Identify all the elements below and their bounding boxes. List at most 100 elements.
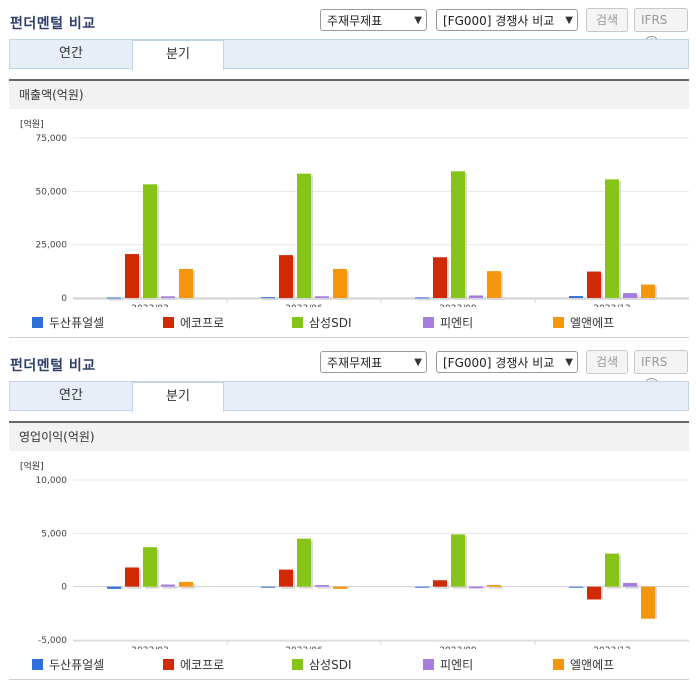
bar: [261, 586, 275, 588]
y-tick-label: 0: [61, 294, 67, 304]
x-tick-label: 2023/06: [285, 304, 323, 307]
legend-label: 피엔티: [440, 658, 474, 672]
bar: [451, 171, 465, 298]
legend-label: 두산퓨얼셀: [49, 658, 105, 672]
bar: [333, 268, 347, 298]
section-title: 영업이익(억원): [9, 421, 689, 451]
bar: [279, 569, 293, 587]
statement-select[interactable]: 주재무제표 ▼: [320, 351, 427, 373]
ifrs-button[interactable]: IFRS ?: [634, 8, 688, 51]
bar: [587, 586, 601, 600]
bar: [143, 184, 157, 298]
legend-item[interactable]: 삼성SDI: [292, 314, 351, 331]
statement-select-value: 주재무제표: [327, 14, 383, 28]
legend-swatch: [553, 659, 564, 670]
bar: [605, 553, 619, 587]
bar-shadow: [417, 299, 431, 301]
bar-shadow: [471, 297, 485, 300]
bar-shadow: [317, 587, 331, 589]
bar: [125, 254, 139, 298]
legend-item[interactable]: 삼성SDI: [292, 656, 351, 673]
operating-profit-chart: [억원] -5,000 0 5,000 10,000 2023/03 2023/06 2023…: [20, 460, 689, 649]
legend-label: 엘앤에프: [570, 316, 615, 330]
y-tick-label: 75,000: [36, 134, 68, 144]
panel-title: 펀더멘털 비교: [10, 16, 96, 32]
legend-item[interactable]: 엘앤에프: [553, 656, 614, 673]
ifrs-label: IFRS: [641, 13, 668, 27]
bar: [179, 268, 193, 298]
legend-item[interactable]: 피엔티: [423, 314, 473, 331]
search-button[interactable]: 검색: [586, 350, 628, 374]
legend-swatch: [423, 659, 434, 670]
bar-shadow: [625, 584, 639, 589]
legend-item[interactable]: 피엔티: [423, 656, 473, 673]
x-tick-label: 2023/03: [131, 304, 168, 307]
x-tick-label: 2023/03: [131, 646, 168, 649]
legend-swatch: [32, 659, 43, 670]
bar: [107, 297, 121, 299]
search-button[interactable]: 검색: [586, 8, 628, 32]
chevron-down-icon: ▼: [414, 357, 422, 368]
bar: [641, 284, 655, 298]
panel-title: 펀더멘털 비교: [10, 358, 96, 374]
bar: [415, 586, 429, 588]
bar: [415, 297, 429, 299]
bar: [315, 296, 329, 298]
legend-swatch: [163, 317, 174, 328]
bar-shadow: [163, 586, 177, 589]
legend-swatch: [423, 317, 434, 328]
chevron-down-icon: ▼: [414, 15, 422, 26]
compare-select[interactable]: [FG000] 경쟁사 비교 ▼: [436, 9, 578, 31]
y-tick-label: 0: [61, 583, 67, 593]
bar-shadow: [109, 299, 123, 301]
y-tick-label: -5,000: [38, 636, 67, 646]
period-tabs: 연간 분기: [9, 381, 689, 412]
bar: [161, 584, 175, 587]
y-tick-label: 5,000: [41, 529, 67, 539]
bar: [107, 586, 121, 589]
bar: [623, 582, 637, 587]
chart-legend: 두산퓨얼셀 에코프로 삼성SDI 피엔티 엘앤에프: [0, 656, 696, 672]
bar-shadow: [163, 298, 177, 300]
x-tick-label: 2023/09: [439, 304, 477, 307]
legend-swatch: [32, 317, 43, 328]
legend-item[interactable]: 에코프로: [163, 656, 224, 673]
tab-quarterly[interactable]: 분기: [132, 39, 224, 70]
bar-shadow: [263, 299, 277, 301]
statement-select[interactable]: 주재무제표 ▼: [320, 9, 427, 31]
bar: [469, 586, 483, 589]
legend-swatch: [292, 317, 303, 328]
legend-swatch: [553, 317, 564, 328]
legend-label: 피엔티: [440, 316, 474, 330]
bar: [297, 173, 311, 298]
statement-select-value: 주재무제표: [327, 356, 383, 370]
bar: [433, 257, 447, 298]
divider: [9, 337, 689, 338]
bar: [641, 586, 655, 619]
tab-annual[interactable]: 연간: [59, 46, 83, 61]
tab-annual[interactable]: 연간: [59, 388, 83, 403]
x-tick-label: 2023/09: [439, 646, 477, 649]
unit-label: [억원]: [20, 118, 44, 130]
revenue-chart: [억원] 0 25,000 50,000 75,000 2023/03 2023/06 202…: [20, 118, 689, 307]
panel-header: 펀더멘털 비교 주재무제표 ▼ [FG000] 경쟁사 비교 ▼ 검색 IFRS…: [0, 342, 696, 393]
bar: [487, 585, 501, 587]
legend-item[interactable]: 두산퓨얼셀: [32, 314, 104, 331]
bar: [333, 586, 347, 589]
ifrs-button[interactable]: IFRS ?: [634, 350, 688, 393]
tab-quarterly[interactable]: 분기: [132, 381, 224, 412]
x-tick-label: 2023/06: [285, 646, 323, 649]
x-tick-label: 2023/12: [593, 304, 630, 307]
bar: [161, 296, 175, 298]
legend-item[interactable]: 에코프로: [163, 314, 224, 331]
legend-item[interactable]: 엘앤에프: [553, 314, 614, 331]
divider: [9, 679, 689, 680]
chart-legend: 두산퓨얼셀 에코프로 삼성SDI 피엔티 엘앤에프: [0, 314, 696, 330]
legend-item[interactable]: 두산퓨얼셀: [32, 656, 104, 673]
bar: [125, 567, 139, 587]
bar: [315, 585, 329, 587]
bar: [297, 538, 311, 587]
compare-select[interactable]: [FG000] 경쟁사 비교 ▼: [436, 351, 578, 373]
bar: [179, 581, 193, 587]
bar: [569, 296, 583, 298]
